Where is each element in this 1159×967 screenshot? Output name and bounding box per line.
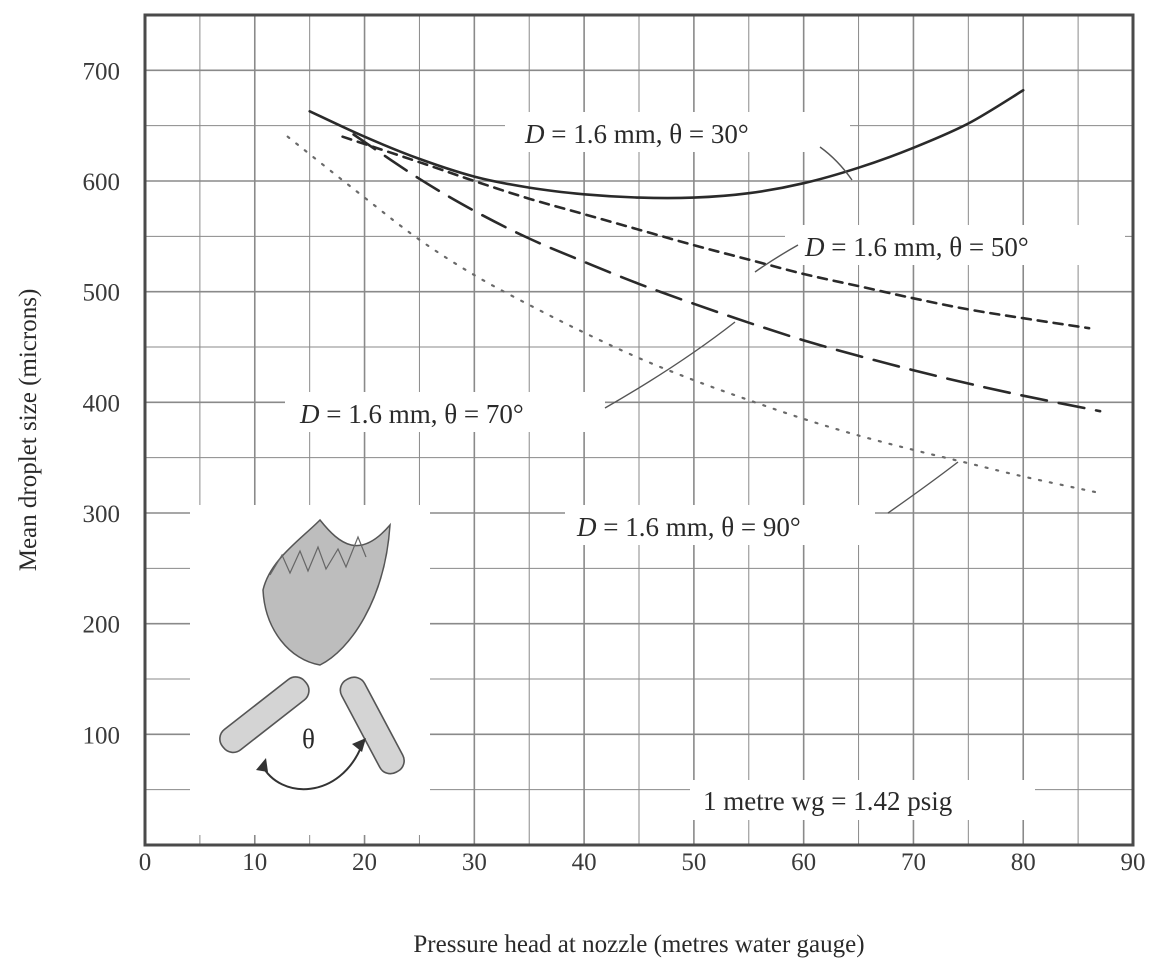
x-tick-label: 40 <box>572 849 597 876</box>
y-tick-labels: 100 200 300 400 500 600 700 <box>83 58 121 749</box>
x-tick-label: 30 <box>462 849 487 876</box>
series-layer <box>286 89 1102 495</box>
inset-theta-label: θ <box>302 724 315 754</box>
y-axis-title: Mean droplet size (microns) <box>15 289 42 572</box>
x-tick-label: 80 <box>1011 849 1036 876</box>
x-tick-label: 90 <box>1121 849 1146 876</box>
leader-line-30 <box>819 146 853 181</box>
series-line-3 <box>352 133 1102 413</box>
annotation-mask-90 <box>565 505 875 545</box>
annotation-50: D = 1.6 mm, θ = 50° <box>804 232 1029 262</box>
x-axis-title: Pressure head at nozzle (metres water ga… <box>413 931 864 958</box>
annotation-mask-70 <box>285 392 605 432</box>
x-tick-label: 0 <box>139 849 152 876</box>
annotation-mask-30 <box>505 112 850 152</box>
x-tick-labels: 0 10 20 30 40 50 60 70 80 90 <box>139 849 1146 876</box>
leader-line-70 <box>604 321 736 409</box>
annotation-70: D = 1.6 mm, θ = 70° <box>299 399 524 429</box>
spray-fan <box>262 518 391 666</box>
leader-lines <box>604 146 959 514</box>
series-line-4 <box>286 135 1102 495</box>
y-tick-label: 600 <box>83 169 121 196</box>
angle-arrow-right <box>352 738 366 752</box>
series-line-2 <box>341 135 1091 330</box>
annotation-mask-50 <box>785 225 1125 265</box>
annotation-90: D = 1.6 mm, θ = 90° <box>576 512 801 542</box>
left-nozzle <box>219 676 310 754</box>
series-line-1 <box>308 89 1025 200</box>
x-tick-label: 10 <box>242 849 267 876</box>
leader-line-50 <box>754 244 799 273</box>
y-tick-label: 500 <box>83 280 121 307</box>
y-tick-label: 200 <box>83 612 121 639</box>
leader-line-90 <box>887 461 959 514</box>
x-tick-label: 70 <box>901 849 926 876</box>
grid <box>145 15 1133 845</box>
right-nozzle <box>339 676 405 775</box>
x-tick-label: 60 <box>791 849 816 876</box>
y-tick-label: 700 <box>83 58 121 85</box>
angle-arrow-left <box>256 758 268 772</box>
spray-texture <box>269 535 367 576</box>
annotation-conversion: 1 metre wg = 1.42 psig <box>703 786 952 816</box>
annotation-mask-conversion <box>690 780 1035 820</box>
y-tick-label: 300 <box>83 501 121 528</box>
y-tick-label: 100 <box>83 722 121 749</box>
x-tick-label: 50 <box>681 849 706 876</box>
x-tick-label: 20 <box>352 849 377 876</box>
nozzle-diagram: θ <box>219 518 405 791</box>
angle-arc <box>261 744 363 791</box>
y-tick-label: 400 <box>83 390 121 417</box>
annotation-30: D = 1.6 mm, θ = 30° <box>524 119 749 149</box>
plot-frame <box>143 13 1135 847</box>
